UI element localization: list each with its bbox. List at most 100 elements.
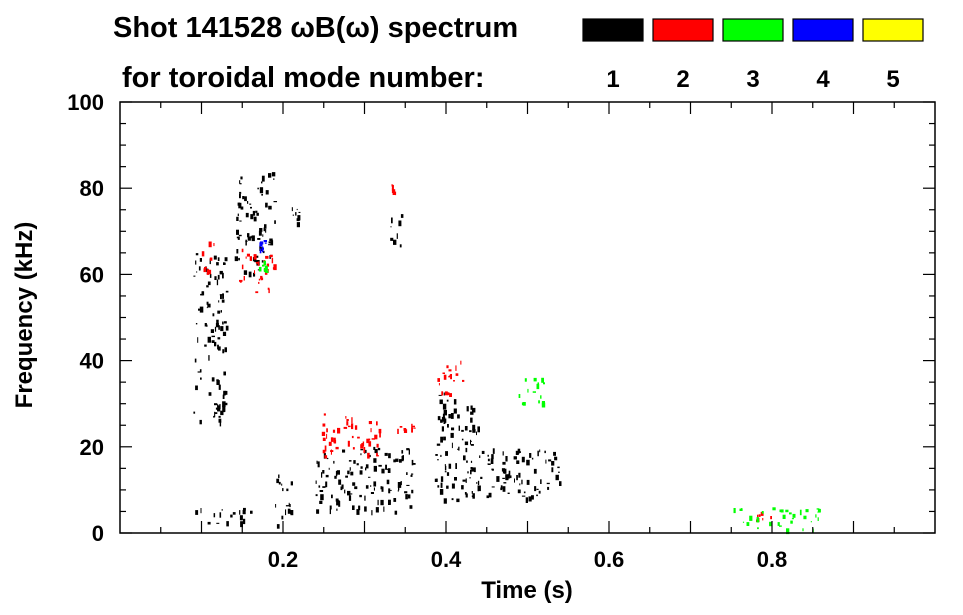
spectral-mark [387,468,391,473]
spectral-mark [791,518,794,520]
spectral-mark [533,468,537,474]
spectral-mark [524,378,527,382]
spectral-mark [470,469,472,475]
spectral-mark [462,379,465,382]
spectral-mark [786,528,790,535]
spectral-mark [352,505,355,510]
spectral-mark [394,191,397,196]
spectral-mark [465,447,468,453]
spectral-mark [746,522,750,526]
spectral-mark [396,233,398,239]
spectral-mark [487,463,491,465]
spectral-mark [331,494,333,499]
spectral-mark [390,226,392,228]
spectral-mark [799,509,802,516]
spectral-mark [538,490,541,494]
spectral-mark [362,441,365,447]
spectral-mark [471,407,476,413]
y-tick-label: 40 [80,349,104,374]
spectral-mark [437,459,439,461]
spectral-mark [329,505,332,510]
spectral-mark [216,380,220,385]
spectral-mark [399,244,402,248]
spectral-mark [461,485,464,490]
spectral-mark [412,463,416,465]
spectral-mark [224,390,228,395]
spectral-mark [219,270,223,275]
spectral-mark [239,191,242,194]
spectral-mark [518,451,521,453]
spectral-mark [239,183,242,185]
spectral-mark [406,472,408,475]
spectral-mark [384,452,388,456]
legend-label-mode-1: 1 [606,66,619,93]
spectral-mark [444,464,446,466]
spectral-mark [337,427,341,434]
spectral-mark [258,281,260,284]
spectral-mark [364,506,367,512]
spectral-mark [551,467,554,473]
spectral-mark [789,512,792,515]
spectral-mark [553,451,556,456]
chart-title: Shot 141528 ωB(ω) spectrum [113,12,518,44]
spectral-mark [435,454,438,456]
spectral-mark [322,437,326,441]
spectral-mark [335,470,338,477]
spectral-mark [217,409,221,412]
spectral-mark [220,294,222,300]
spectral-mark [259,248,262,254]
spectral-mark [224,257,228,262]
spectral-mark [270,240,274,246]
spectral-mark [250,206,252,209]
spectral-mark [352,482,356,486]
spectral-mark [221,509,223,511]
spectral-mark [451,442,453,449]
spectral-mark [346,419,349,421]
spectral-mark [464,441,469,446]
spectral-mark [792,513,796,518]
spectral-mark [502,451,504,456]
spectral-mark [351,423,354,430]
spectral-mark [366,438,370,444]
spectral-mark [762,518,764,521]
spectral-mark [817,511,820,513]
legend-swatch-mode-5 [862,18,924,42]
spectral-mark [322,449,326,454]
spectral-mark [330,437,334,442]
spectral-mark [239,180,241,184]
spectral-mark [273,178,275,180]
y-tick-label: 20 [80,435,104,460]
spectral-mark [507,492,510,494]
spectral-mark [477,480,480,485]
spectral-mark [208,355,210,361]
spectral-mark [440,419,443,423]
spectral-mark [534,486,537,492]
mode-1-region-5 [315,446,416,516]
spectral-mark [225,325,229,331]
spectral-mark [545,459,547,464]
spectral-mark [274,220,276,224]
spectral-mark [209,273,212,278]
spectral-mark [276,524,280,529]
spectral-mark [502,477,505,479]
mode-2-region-10 [239,248,277,294]
spectral-mark [215,407,218,410]
spectral-mark [514,478,515,483]
spectral-mark [466,460,468,463]
spectral-mark [450,374,452,380]
spectral-mark [458,446,460,451]
spectral-mark [373,465,377,472]
spectral-mark [537,450,539,457]
spectral-mark [486,495,489,499]
spectral-mark [388,499,391,505]
spectral-mark [237,202,241,206]
spectral-mark [442,413,445,419]
spectral-mark [455,365,457,371]
mode-1-region-0 [193,253,229,427]
spectral-mark [263,227,266,232]
spectral-mark [217,274,220,280]
spectral-mark [470,417,473,423]
mode-1-region-3 [275,474,294,529]
spectral-mark [472,429,476,433]
spectral-mark [196,271,198,273]
